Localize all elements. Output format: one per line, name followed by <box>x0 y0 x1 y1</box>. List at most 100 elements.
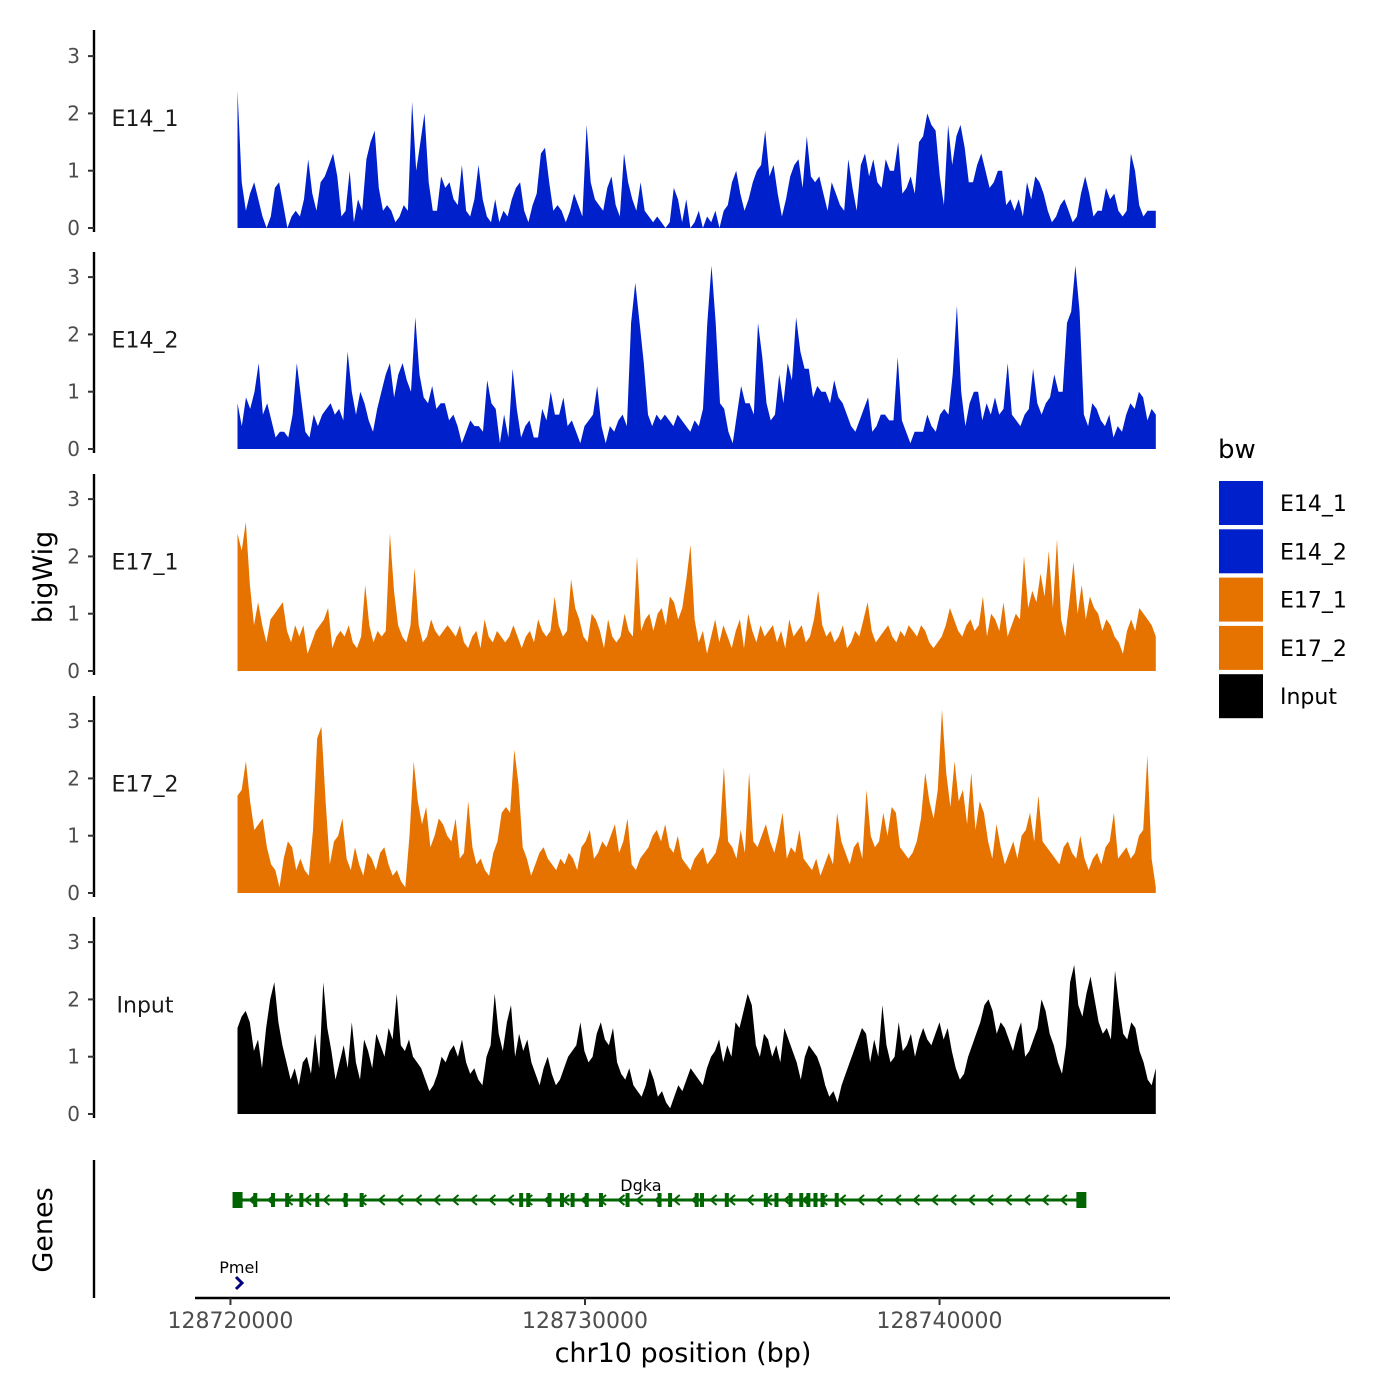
legend-title: bw <box>1218 435 1256 465</box>
y-tick-label: 2 <box>67 766 80 790</box>
exon-block <box>834 1193 839 1207</box>
y-tick-label: 2 <box>67 322 80 346</box>
gene-pmel: Pmel <box>219 1258 259 1291</box>
x-axis: 128720000 128730000 128740000 <box>167 1296 1170 1334</box>
legend-swatch <box>1217 479 1265 527</box>
strand-chevron <box>395 1194 404 1206</box>
y-tick-label: 3 <box>67 709 80 733</box>
strand-chevron <box>321 1194 331 1206</box>
exon-block <box>806 1193 811 1207</box>
strand-chevron <box>1004 1194 1013 1206</box>
exon-block <box>570 1193 575 1207</box>
strand-chevron <box>303 1194 312 1206</box>
y-tick-label: 1 <box>67 602 80 626</box>
legend-label: E17_2 <box>1280 637 1347 662</box>
strand-chevron <box>1040 1194 1050 1206</box>
x-tick-label: 128730000 <box>522 1309 648 1334</box>
strand-chevron <box>967 1194 976 1206</box>
exon-block <box>657 1193 662 1207</box>
exon-block <box>559 1193 564 1207</box>
exon-block <box>315 1193 320 1207</box>
strand-chevron <box>377 1194 386 1206</box>
legend-label: Input <box>1280 685 1337 710</box>
x-tick-label: 128720000 <box>167 1309 293 1334</box>
y-tick-label: 2 <box>67 544 80 568</box>
gene-label-pmel: Pmel <box>219 1258 259 1277</box>
legend-swatch <box>1217 575 1265 624</box>
y-tick-label: 1 <box>67 380 80 404</box>
strand-chevron <box>893 1194 902 1206</box>
exon-block <box>1076 1192 1087 1208</box>
y-tick-label: 0 <box>67 216 80 240</box>
exon-block <box>774 1193 779 1207</box>
legend-label: E17_1 <box>1280 589 1347 614</box>
strand-chevron <box>911 1194 921 1206</box>
y-tick-label: 3 <box>67 487 80 511</box>
strand-chevron <box>856 1194 865 1206</box>
exon-block <box>763 1193 768 1207</box>
exon-block <box>299 1193 304 1207</box>
exon-block <box>724 1193 729 1207</box>
y-tick-label: 3 <box>67 44 80 68</box>
y-tick-label: 1 <box>67 1045 80 1069</box>
strand-chevron <box>727 1194 736 1206</box>
legend-entry-e14-1: E14_1 <box>1217 479 1347 527</box>
track-label: Input <box>117 994 174 1019</box>
track-e14-1: 0 1 2 3 E14_1 <box>67 30 1156 240</box>
exon-block <box>694 1193 699 1207</box>
exon-block <box>526 1193 531 1207</box>
y-tick-label: 0 <box>67 1102 80 1126</box>
strand-chevron <box>487 1194 497 1206</box>
strand-chevron <box>1059 1194 1068 1206</box>
legend-label: E14_2 <box>1280 540 1347 565</box>
track-e14-2: 0 1 2 3 E14_2 <box>67 252 1156 461</box>
gene-dgka: Dgka <box>232 1176 1087 1208</box>
strand-chevron <box>985 1194 994 1206</box>
exon-block <box>343 1193 348 1207</box>
exon-block <box>813 1193 818 1207</box>
y-axis-title: bigWig <box>28 531 59 624</box>
signal-area-e17-1 <box>237 522 1156 671</box>
exon-block <box>598 1193 603 1207</box>
legend-entry-e17-2: E17_2 <box>1217 623 1347 672</box>
exon-block <box>799 1193 804 1207</box>
y-tick-label: 0 <box>67 437 80 461</box>
track-input: 0 1 2 3 Input <box>67 917 1156 1126</box>
y-tick-label: 0 <box>67 881 80 905</box>
strand-chevron <box>948 1194 957 1206</box>
signal-area-e14-1 <box>237 90 1156 228</box>
y-tick-label: 1 <box>67 159 80 183</box>
exon-block <box>359 1193 364 1207</box>
track-e17-1: 0 1 2 3 E17_1 <box>67 474 1156 683</box>
strand-chevron <box>432 1194 441 1206</box>
x-axis-title: chr10 position (bp) <box>555 1338 812 1369</box>
y-tick-label: 2 <box>67 987 80 1011</box>
strand-chevron <box>875 1194 884 1206</box>
legend-swatch <box>1217 672 1265 721</box>
y-tick-label: 3 <box>67 265 80 289</box>
exon-block <box>271 1193 275 1207</box>
x-tick-label: 128740000 <box>877 1309 1003 1334</box>
strand-chevron <box>506 1194 515 1206</box>
exon-block <box>700 1193 704 1207</box>
signal-area-input <box>237 965 1156 1114</box>
legend-swatch <box>1217 527 1265 576</box>
track-e17-2: 0 1 2 3 E17_2 <box>67 696 1156 905</box>
strand-chevron <box>414 1194 423 1206</box>
exon-block <box>519 1193 524 1207</box>
strand-chevron <box>930 1194 939 1206</box>
strand-chevron <box>635 1194 644 1206</box>
exon-block <box>668 1193 673 1207</box>
legend: bw E14_1 E14_2 E17_1 E17_2 Input <box>1217 435 1347 721</box>
legend-entry-e14-2: E14_2 <box>1217 527 1347 576</box>
genes-axis-title: Genes <box>28 1187 59 1272</box>
exon-block <box>547 1193 552 1207</box>
exon-block <box>232 1192 243 1208</box>
track-label: E14_2 <box>112 329 179 354</box>
strand-chevron <box>709 1194 718 1206</box>
exon-block <box>584 1193 589 1207</box>
strand-chevron <box>838 1194 847 1206</box>
y-tick-label: 3 <box>67 930 80 954</box>
pmel-strand-chevron <box>234 1275 245 1291</box>
